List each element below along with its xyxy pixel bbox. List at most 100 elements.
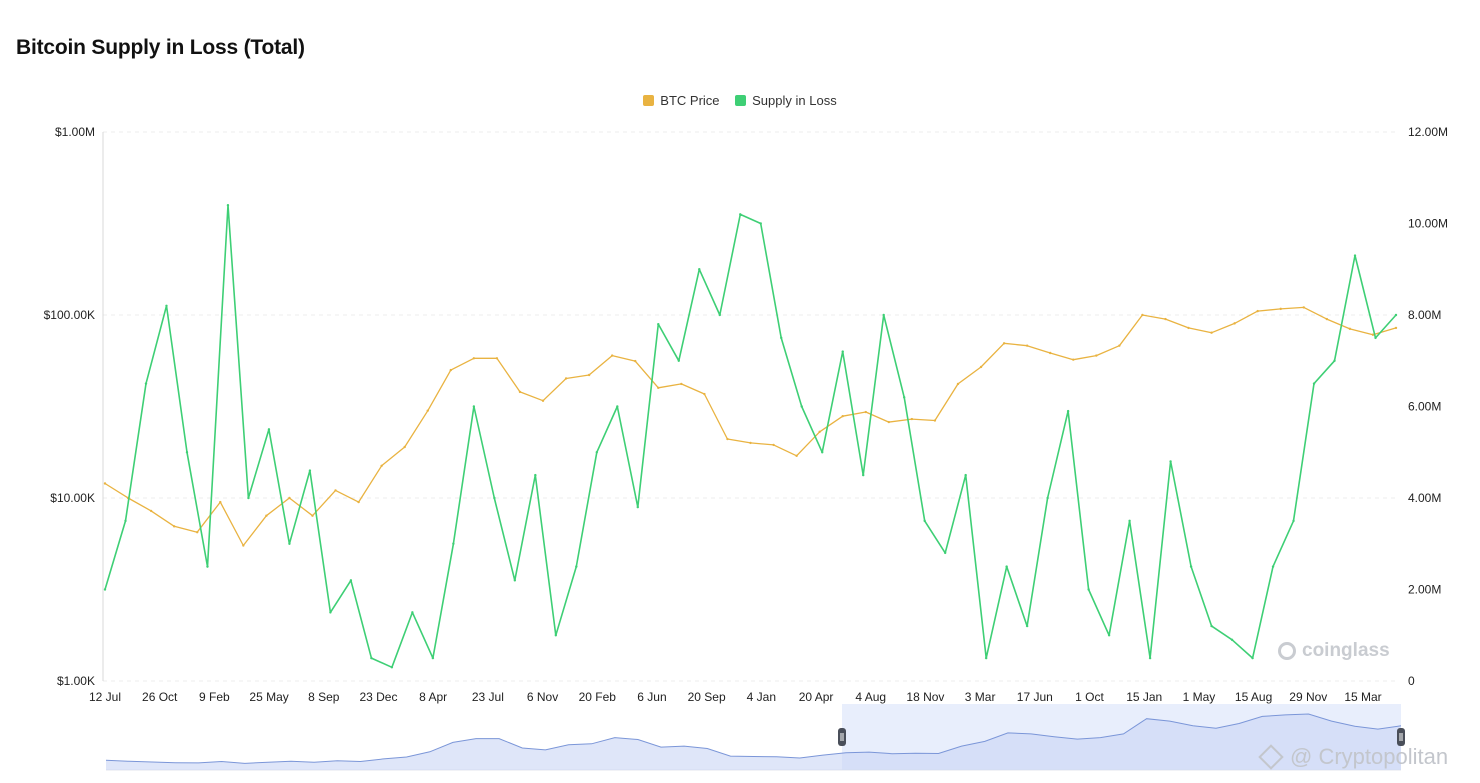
data-point-btc-price bbox=[219, 500, 222, 504]
data-point-btc-price bbox=[1371, 333, 1375, 336]
x-axis: 12 Jul 26 Oct 9 Feb 25 May 8 Sep 23 Dec 8 Apr 2… bbox=[89, 690, 1382, 704]
x-axis-tick-label: 18 Nov bbox=[906, 690, 944, 704]
data-point-supply-in-loss bbox=[534, 473, 537, 477]
data-point-supply-in-loss bbox=[1333, 359, 1336, 362]
x-axis-tick-label: 4 Jan bbox=[747, 690, 776, 704]
right-axis-tick-label: 2.00M bbox=[1408, 583, 1441, 597]
data-point-supply-in-loss bbox=[1025, 624, 1029, 628]
data-point-supply-in-loss bbox=[1312, 382, 1316, 385]
data-point-supply-in-loss bbox=[902, 396, 906, 399]
data-point-btc-price bbox=[1048, 351, 1052, 355]
data-point-supply-in-loss bbox=[862, 473, 865, 477]
data-point-btc-price bbox=[864, 410, 867, 414]
data-point-supply-in-loss bbox=[616, 405, 619, 408]
cryptopolitan-watermark: @ Cryptopolitan bbox=[1258, 744, 1448, 770]
data-point-supply-in-loss bbox=[206, 565, 209, 568]
coinglass-watermark-text: coinglass bbox=[1302, 640, 1390, 661]
data-point-btc-price bbox=[495, 357, 499, 360]
data-point-btc-price bbox=[242, 544, 245, 547]
data-point-btc-price bbox=[172, 525, 176, 528]
data-point-btc-price bbox=[380, 464, 383, 467]
navigator-handle-left[interactable] bbox=[838, 728, 846, 746]
data-point-supply-in-loss bbox=[964, 473, 967, 477]
x-axis-tick-label: 3 Mar bbox=[965, 690, 996, 704]
right-axis-tick-label: 0 bbox=[1408, 674, 1415, 688]
data-point-supply-in-loss bbox=[1251, 656, 1254, 660]
x-axis-tick-label: 8 Apr bbox=[419, 690, 447, 704]
legend-item-btc-price[interactable]: BTC Price bbox=[643, 93, 720, 108]
data-point-btc-price bbox=[726, 437, 729, 441]
range-navigator[interactable] bbox=[105, 704, 1405, 771]
legend-item-supply-in-loss[interactable]: Supply in Loss bbox=[735, 93, 837, 108]
data-point-btc-price bbox=[1187, 326, 1190, 330]
data-point-supply-in-loss bbox=[1128, 519, 1131, 523]
data-point-supply-in-loss bbox=[595, 451, 599, 454]
navigator-handle-right[interactable] bbox=[1397, 728, 1405, 746]
data-point-supply-in-loss bbox=[1292, 519, 1295, 523]
x-axis-tick-label: 20 Sep bbox=[688, 690, 726, 704]
data-point-btc-price bbox=[933, 419, 937, 422]
x-axis-tick-label: 8 Sep bbox=[308, 690, 340, 704]
data-point-supply-in-loss bbox=[411, 611, 414, 614]
data-point-supply-in-loss bbox=[1046, 496, 1049, 500]
data-point-supply-in-loss bbox=[923, 519, 926, 523]
legend-swatch-supply-in-loss bbox=[735, 95, 747, 106]
series-line-supply-in-loss bbox=[104, 204, 1397, 669]
data-point-btc-price bbox=[657, 386, 660, 390]
data-point-btc-price bbox=[956, 382, 960, 386]
data-point-supply-in-loss bbox=[288, 542, 291, 545]
data-point-supply-in-loss bbox=[800, 405, 803, 408]
data-point-supply-in-loss bbox=[677, 359, 680, 362]
data-point-btc-price bbox=[749, 441, 752, 445]
data-point-supply-in-loss bbox=[472, 405, 476, 408]
x-axis-tick-label: 25 May bbox=[249, 690, 288, 704]
data-point-btc-price bbox=[564, 377, 568, 380]
data-point-supply-in-loss bbox=[329, 611, 332, 614]
data-point-supply-in-loss bbox=[759, 222, 762, 225]
data-point-supply-in-loss bbox=[882, 313, 885, 317]
data-point-supply-in-loss bbox=[780, 336, 783, 340]
data-point-btc-price bbox=[610, 354, 614, 357]
data-point-btc-price bbox=[634, 359, 637, 363]
data-point-supply-in-loss bbox=[575, 565, 578, 568]
right-axis-tick-label: 8.00M bbox=[1408, 308, 1441, 322]
data-point-supply-in-loss bbox=[1230, 638, 1234, 642]
data-point-btc-price bbox=[288, 496, 291, 500]
data-point-btc-price bbox=[1325, 317, 1329, 321]
data-point-btc-price bbox=[541, 399, 545, 402]
left-axis-tick-label: $10.00K bbox=[50, 491, 95, 505]
data-point-supply-in-loss bbox=[1005, 565, 1008, 568]
data-point-supply-in-loss bbox=[103, 588, 107, 591]
data-point-btc-price bbox=[334, 489, 337, 492]
data-point-btc-price bbox=[772, 443, 775, 447]
data-point-btc-price bbox=[357, 500, 360, 504]
x-axis-tick-label: 15 Aug bbox=[1235, 690, 1272, 704]
data-point-btc-price bbox=[795, 454, 798, 458]
data-point-supply-in-loss bbox=[698, 268, 701, 271]
legend-label-btc-price: BTC Price bbox=[660, 93, 720, 108]
right-axis: 0 2.00M 4.00M 6.00M 8.00M 10.00M 12.00M bbox=[1408, 125, 1448, 688]
right-axis-tick-label: 12.00M bbox=[1408, 125, 1448, 139]
data-point-supply-in-loss bbox=[1148, 656, 1152, 660]
data-point-supply-in-loss bbox=[349, 579, 353, 582]
x-axis-tick-label: 1 Oct bbox=[1075, 690, 1104, 704]
data-point-btc-price bbox=[1095, 354, 1098, 357]
data-point-supply-in-loss bbox=[165, 304, 168, 308]
data-point-supply-in-loss bbox=[1271, 565, 1275, 568]
x-axis-tick-label: 9 Feb bbox=[199, 690, 230, 704]
data-point-btc-price bbox=[1025, 344, 1029, 347]
data-point-supply-in-loss bbox=[657, 322, 660, 326]
left-axis-tick-label: $1.00M bbox=[55, 125, 95, 139]
x-axis-tick-label: 20 Feb bbox=[579, 690, 617, 704]
data-point-supply-in-loss bbox=[1087, 588, 1090, 591]
data-point-btc-price bbox=[1302, 306, 1305, 309]
data-point-supply-in-loss bbox=[1374, 336, 1377, 340]
data-point-supply-in-loss bbox=[718, 313, 721, 317]
data-point-supply-in-loss bbox=[1066, 409, 1070, 413]
data-point-btc-price bbox=[149, 509, 153, 513]
x-axis-tick-label: 4 Aug bbox=[855, 690, 886, 704]
data-point-btc-price bbox=[818, 430, 821, 434]
data-point-supply-in-loss bbox=[124, 519, 127, 523]
right-axis-tick-label: 10.00M bbox=[1408, 217, 1448, 231]
data-point-btc-price bbox=[196, 531, 199, 534]
